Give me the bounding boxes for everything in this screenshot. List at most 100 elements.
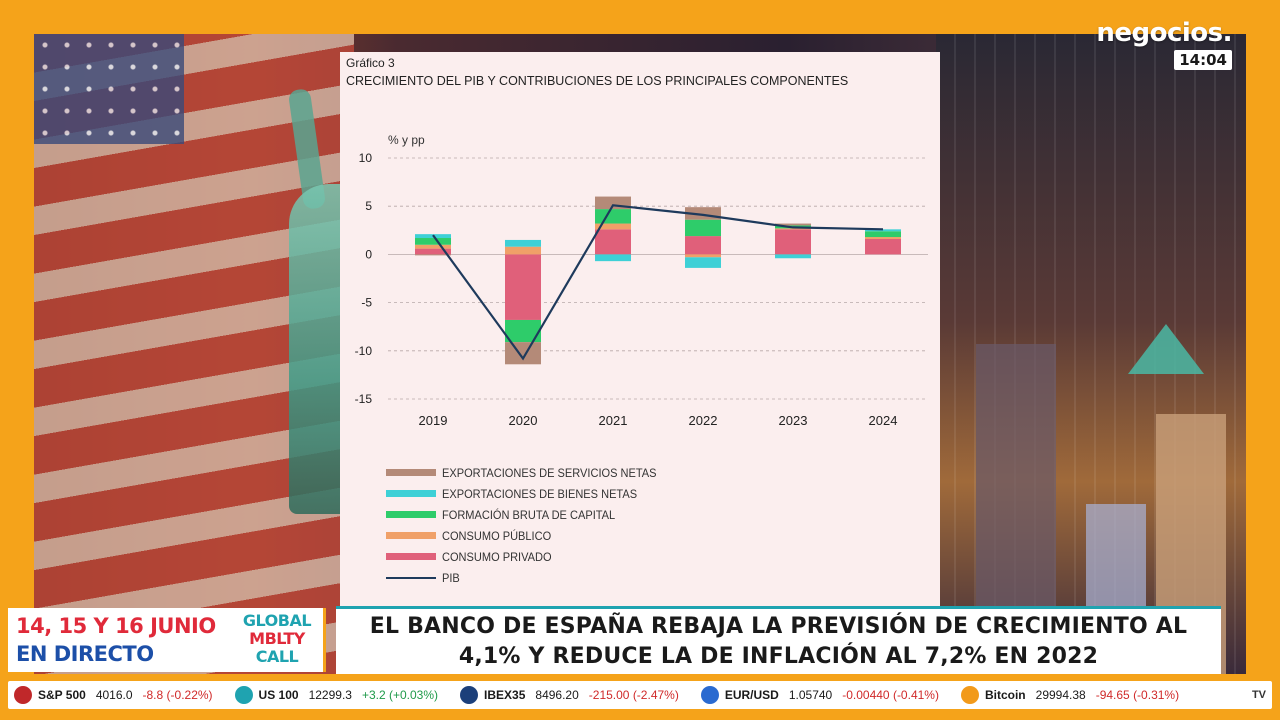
chart-panel: Gráfico 3 CRECIMIENTO DEL PIB Y CONTRIBU… bbox=[340, 52, 940, 608]
headline-line-2: 4,1% Y REDUCE LA DE INFLACIÓN AL 7,2% EN… bbox=[458, 643, 1099, 669]
ticker-end-label: TV bbox=[1251, 689, 1266, 701]
legend-line-swatch bbox=[386, 576, 436, 579]
bar-segment bbox=[505, 246, 541, 255]
event-promo: 14, 15 Y 16 JUNIO EN DIRECTO GLOBAL MBLT… bbox=[8, 608, 326, 672]
event-brand-logo: GLOBAL MBLTY CALL bbox=[237, 612, 317, 666]
bar-segment bbox=[505, 254, 541, 320]
event-brand-line1: GLOBAL bbox=[242, 611, 312, 630]
legend-swatch bbox=[386, 469, 436, 476]
city-skyline-image bbox=[936, 34, 1246, 674]
eurusd-icon bbox=[700, 686, 719, 704]
bar-segment bbox=[595, 229, 631, 255]
ticker-value: 8496.20 bbox=[535, 688, 579, 702]
ibex35-icon bbox=[460, 686, 479, 704]
ticker-name: S&P 500 bbox=[38, 688, 86, 702]
y-tick-label: 0 bbox=[365, 247, 372, 261]
legend-item: CONSUMO PRIVADO bbox=[386, 546, 675, 567]
building-roof-shape bbox=[1128, 324, 1204, 374]
chart-legend: EXPORTACIONES DE SERVICIOS NETAS EXPORTAC… bbox=[386, 462, 675, 588]
ticker-value: 1.05740 bbox=[788, 688, 833, 702]
bar-segment bbox=[595, 254, 631, 262]
bar-segment bbox=[505, 319, 541, 343]
x-tick-label: 2024 bbox=[869, 413, 898, 428]
bar-segment bbox=[505, 342, 541, 365]
ticker-name: US 100 bbox=[258, 688, 299, 702]
bar-segment bbox=[685, 219, 721, 237]
ticker-change: -215.00 (-2.47%) bbox=[588, 688, 679, 702]
news-headline: EL BANCO DE ESPAÑA REBAJA LA PREVISIÓN D… bbox=[336, 606, 1221, 674]
ticker-item: S&P 500 4016.0 -8.8 (-0.22%) bbox=[14, 686, 213, 704]
bar-segment bbox=[595, 223, 631, 230]
legend-label: CONSUMO PRIVADO bbox=[442, 549, 552, 564]
ticker-change: +3.2 (+0.03%) bbox=[361, 688, 439, 702]
ticker-change: -94.65 (-0.31%) bbox=[1095, 688, 1180, 702]
ticker-strip: S&P 500 4016.0 -8.8 (-0.22%) US 100 12299.3 +… bbox=[8, 681, 1272, 709]
pib-line bbox=[432, 204, 884, 361]
event-brand-line2: MBLTY bbox=[249, 629, 305, 648]
bar-segment bbox=[865, 229, 901, 232]
gdp-contributions-chart: % y pp 10 5 0 -5 -10 -15 2019 2020 2021 2022 2023 20… bbox=[355, 133, 928, 428]
us100-icon bbox=[234, 686, 253, 704]
logo-text: negocios. bbox=[1096, 18, 1232, 48]
bar-segment bbox=[775, 223, 811, 226]
headline-line-1: EL BANCO DE ESPAÑA REBAJA LA PREVISIÓN D… bbox=[369, 613, 1188, 639]
legend-label: FORMACIÓN BRUTA DE CAPITAL bbox=[442, 507, 616, 522]
bar-segment bbox=[775, 254, 811, 259]
bar-segment bbox=[775, 228, 811, 230]
clock-time: 14:04 bbox=[1174, 50, 1232, 70]
ticker-item: EUR/USD 1.05740 -0.00440 (-0.41%) bbox=[700, 686, 939, 704]
y-tick-label: 5 bbox=[365, 199, 372, 213]
ticker-name: IBEX35 bbox=[484, 688, 526, 702]
legend-swatch bbox=[386, 532, 436, 539]
ticker-value: 12299.3 bbox=[308, 688, 352, 702]
ticker-item: Bitcoin 29994.38 -94.65 (-0.31%) bbox=[960, 686, 1180, 704]
legend-item: EXPORTACIONES DE BIENES NETAS bbox=[386, 483, 675, 504]
bar-segment bbox=[865, 231, 901, 238]
x-tick-label: 2019 bbox=[419, 413, 448, 428]
bar-segment bbox=[775, 229, 811, 255]
legend-label: CONSUMO PÚBLICO bbox=[442, 528, 552, 543]
bar-segment bbox=[685, 257, 721, 268]
bar-segment bbox=[685, 254, 721, 258]
bar-segment bbox=[505, 239, 541, 247]
x-tick-label: 2020 bbox=[509, 413, 538, 428]
legend-swatch bbox=[386, 511, 436, 518]
bar-segment bbox=[415, 244, 451, 249]
x-tick-label: 2022 bbox=[689, 413, 718, 428]
ticker-name: EUR/USD bbox=[724, 688, 779, 702]
ticker-value: 29994.38 bbox=[1035, 688, 1086, 702]
y-tick-label: -15 bbox=[355, 392, 373, 406]
y-axis-unit-label: % y pp bbox=[388, 133, 425, 147]
ticker-value: 4016.0 bbox=[95, 688, 133, 702]
bitcoin-icon bbox=[960, 686, 979, 704]
ticker-item: IBEX35 8496.20 -215.00 (-2.47%) bbox=[460, 686, 679, 704]
chart-title: CRECIMIENTO DEL PIB Y CONTRIBUCIONES DE … bbox=[346, 74, 849, 88]
ticker-change: -0.00440 (-0.41%) bbox=[842, 688, 939, 702]
legend-label: EXPORTACIONES DE SERVICIOS NETAS bbox=[442, 465, 657, 480]
legend-swatch bbox=[386, 553, 436, 560]
bar-segment bbox=[595, 209, 631, 224]
flag-stars-image bbox=[34, 34, 184, 144]
y-tick-label: 10 bbox=[359, 151, 373, 165]
bar-segment bbox=[415, 248, 451, 255]
bar-segment bbox=[685, 236, 721, 255]
channel-logo: negocios. 14:04 bbox=[1096, 18, 1232, 70]
legend-label: PIB bbox=[442, 570, 460, 585]
legend-swatch bbox=[386, 490, 436, 497]
chart-kicker: Gráfico 3 bbox=[346, 56, 395, 70]
y-tick-label: -10 bbox=[355, 344, 373, 358]
legend-label: EXPORTACIONES DE BIENES NETAS bbox=[442, 486, 638, 501]
ticker-item: US 100 12299.3 +3.2 (+0.03%) bbox=[234, 686, 439, 704]
sp500-icon bbox=[14, 686, 32, 704]
legend-item: PIB bbox=[386, 567, 675, 588]
bar-segment bbox=[865, 237, 901, 239]
y-tick-label: -5 bbox=[361, 296, 372, 310]
legend-item: EXPORTACIONES DE SERVICIOS NETAS bbox=[386, 462, 675, 483]
event-brand-line3: CALL bbox=[255, 647, 299, 666]
event-dates: 14, 15 Y 16 JUNIO bbox=[16, 614, 216, 638]
bar-segment bbox=[415, 238, 451, 245]
ticker-name: Bitcoin bbox=[984, 688, 1026, 702]
x-tick-label: 2021 bbox=[599, 413, 628, 428]
bar-segment bbox=[865, 238, 901, 255]
x-tick-label: 2023 bbox=[779, 413, 808, 428]
